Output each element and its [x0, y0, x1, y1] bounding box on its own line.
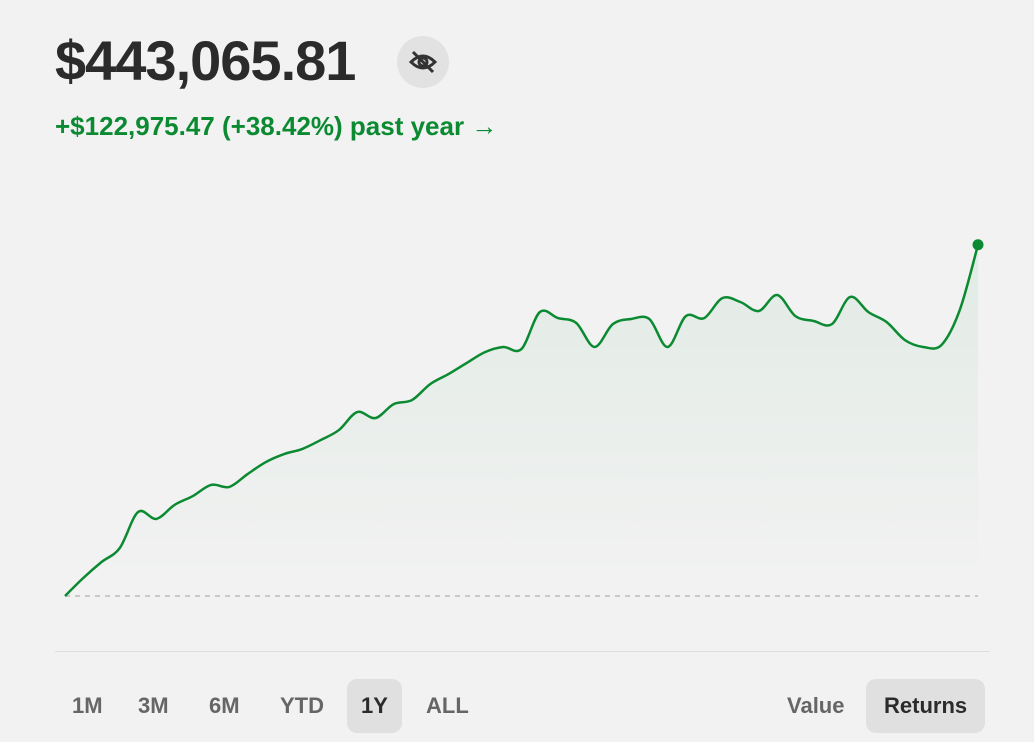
chart	[64, 239, 984, 597]
hide-balance-button[interactable]	[397, 36, 449, 88]
range-button[interactable]: 1Y	[347, 679, 402, 733]
eye-off-icon	[408, 50, 438, 74]
mode-button[interactable]: Returns	[866, 679, 986, 733]
end-dot	[972, 239, 984, 251]
range-button[interactable]: YTD	[280, 693, 324, 718]
balance: $443,065.81	[55, 29, 356, 92]
mode-button[interactable]: Value	[787, 693, 845, 718]
range-button[interactable]: 3M	[138, 693, 169, 718]
line	[64, 244, 980, 597]
area	[65, 244, 978, 597]
separator	[55, 651, 990, 652]
range-button[interactable]: 1M	[72, 693, 103, 718]
change-link[interactable]: +$122,975.47 (+38.42%) past year →	[55, 111, 498, 141]
range-button[interactable]: 6M	[209, 693, 240, 718]
range-button[interactable]: ALL	[426, 693, 469, 718]
